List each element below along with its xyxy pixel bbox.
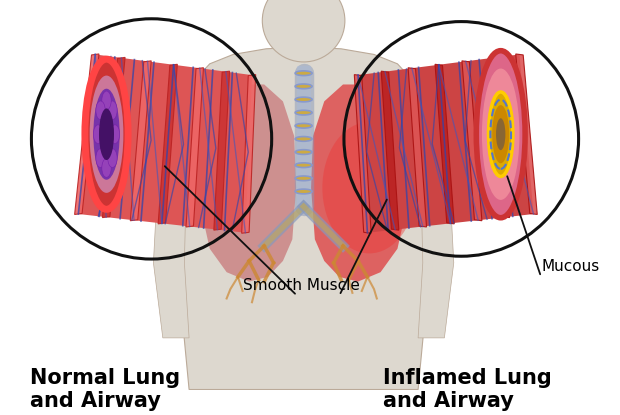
- Polygon shape: [516, 54, 538, 215]
- Ellipse shape: [295, 176, 312, 181]
- Ellipse shape: [110, 125, 120, 144]
- Ellipse shape: [108, 149, 117, 168]
- Polygon shape: [418, 127, 454, 338]
- Polygon shape: [381, 71, 399, 230]
- Ellipse shape: [108, 101, 117, 120]
- Ellipse shape: [295, 150, 312, 154]
- Polygon shape: [102, 57, 125, 217]
- Polygon shape: [280, 49, 327, 73]
- Polygon shape: [74, 54, 99, 215]
- Ellipse shape: [85, 59, 128, 209]
- Ellipse shape: [322, 122, 416, 254]
- Polygon shape: [170, 47, 437, 390]
- Ellipse shape: [295, 97, 312, 102]
- Ellipse shape: [94, 125, 103, 144]
- Polygon shape: [435, 64, 454, 224]
- Ellipse shape: [295, 110, 312, 115]
- Ellipse shape: [94, 89, 120, 180]
- Text: Inflamed Lung
and Airway: Inflamed Lung and Airway: [383, 368, 552, 411]
- Polygon shape: [311, 85, 409, 281]
- Ellipse shape: [496, 118, 505, 150]
- Polygon shape: [214, 71, 229, 230]
- Ellipse shape: [295, 84, 312, 89]
- Ellipse shape: [295, 189, 312, 194]
- Ellipse shape: [492, 105, 509, 164]
- Ellipse shape: [489, 92, 513, 176]
- Ellipse shape: [96, 149, 105, 168]
- Polygon shape: [186, 68, 203, 227]
- Text: Mucous: Mucous: [541, 259, 600, 274]
- Polygon shape: [130, 61, 151, 221]
- Ellipse shape: [295, 123, 312, 128]
- Polygon shape: [78, 54, 252, 233]
- Text: Normal Lung
and Airway: Normal Lung and Airway: [30, 368, 180, 411]
- Polygon shape: [489, 57, 510, 217]
- Ellipse shape: [262, 0, 345, 62]
- Polygon shape: [354, 75, 371, 233]
- Ellipse shape: [102, 91, 111, 110]
- Ellipse shape: [476, 51, 525, 218]
- Polygon shape: [408, 68, 427, 227]
- Ellipse shape: [295, 71, 312, 76]
- Ellipse shape: [102, 159, 111, 177]
- Ellipse shape: [482, 68, 520, 200]
- Polygon shape: [358, 54, 534, 233]
- Polygon shape: [242, 75, 255, 233]
- Text: Smooth Muscle: Smooth Muscle: [243, 278, 360, 293]
- Ellipse shape: [295, 163, 312, 168]
- Ellipse shape: [96, 101, 105, 120]
- Polygon shape: [198, 85, 296, 281]
- Ellipse shape: [295, 137, 312, 141]
- Polygon shape: [462, 61, 482, 221]
- Ellipse shape: [99, 108, 114, 160]
- Polygon shape: [158, 64, 177, 224]
- Ellipse shape: [90, 76, 123, 193]
- Polygon shape: [153, 127, 189, 338]
